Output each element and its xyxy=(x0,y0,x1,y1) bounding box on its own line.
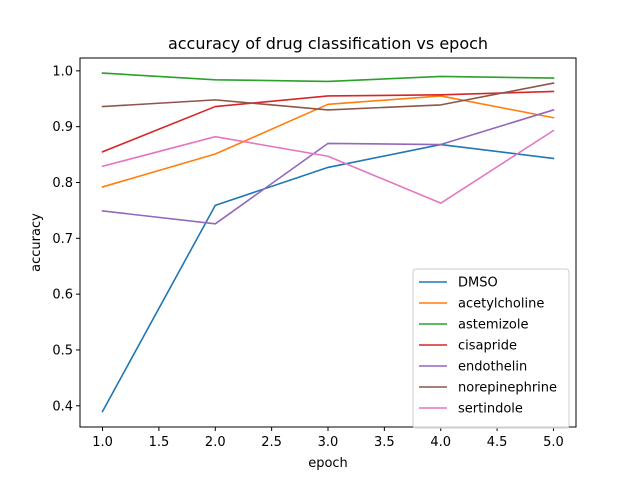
legend-label: astemizole xyxy=(458,318,529,333)
legend-box xyxy=(412,268,570,429)
series-line-astemizole xyxy=(101,72,555,83)
legend: DMSO acetylcholine astemizole cisapride endo… xyxy=(412,268,570,429)
legend-label: norepinephrine xyxy=(458,381,557,396)
legend-label: cisapride xyxy=(458,339,517,354)
series-line-DMSO xyxy=(101,143,555,413)
x-axis: 1.0 1.5 2.0 2.5 3.0 3.5 4.0 4.5 5.0 xyxy=(92,427,564,450)
series-line-sertindole xyxy=(101,129,555,204)
y-tick-label: 0.8 xyxy=(52,176,73,191)
legend-label: DMSO xyxy=(458,276,498,291)
x-tick-label: 1.5 xyxy=(149,435,170,450)
y-tick-label: 0.7 xyxy=(52,232,73,247)
plot-area xyxy=(101,72,555,413)
y-tick-label: 1.0 xyxy=(52,64,73,79)
y-axis-label: accuracy xyxy=(29,213,44,272)
x-axis-label: epoch xyxy=(308,456,348,471)
series-line-endothelin xyxy=(101,108,555,225)
x-tick-label: 2.5 xyxy=(261,435,282,450)
x-tick-label: 1.0 xyxy=(92,435,113,450)
y-tick-label: 0.5 xyxy=(52,343,73,358)
chart-title: accuracy of drug classification vs epoch xyxy=(168,34,488,53)
legend-label: sertindole xyxy=(458,402,523,417)
y-tick-label: 0.6 xyxy=(52,288,73,303)
legend-label: endothelin xyxy=(458,360,527,375)
x-tick-label: 3.0 xyxy=(318,435,339,450)
x-tick-label: 5.0 xyxy=(543,435,564,450)
x-tick-label: 2.0 xyxy=(205,435,226,450)
series-line-acetylcholine xyxy=(101,95,555,188)
y-tick-label: 0.9 xyxy=(52,120,73,135)
y-tick-label: 0.4 xyxy=(52,399,73,414)
x-tick-label: 3.5 xyxy=(374,435,395,450)
series-line-norepinephrine xyxy=(101,82,555,111)
x-tick-label: 4.5 xyxy=(487,435,508,450)
x-tick-label: 4.0 xyxy=(430,435,451,450)
series-line-cisapride xyxy=(101,90,555,153)
y-axis: 0.4 0.5 0.6 0.7 0.8 0.9 1.0 xyxy=(52,64,80,414)
legend-label: acetylcholine xyxy=(458,297,544,312)
